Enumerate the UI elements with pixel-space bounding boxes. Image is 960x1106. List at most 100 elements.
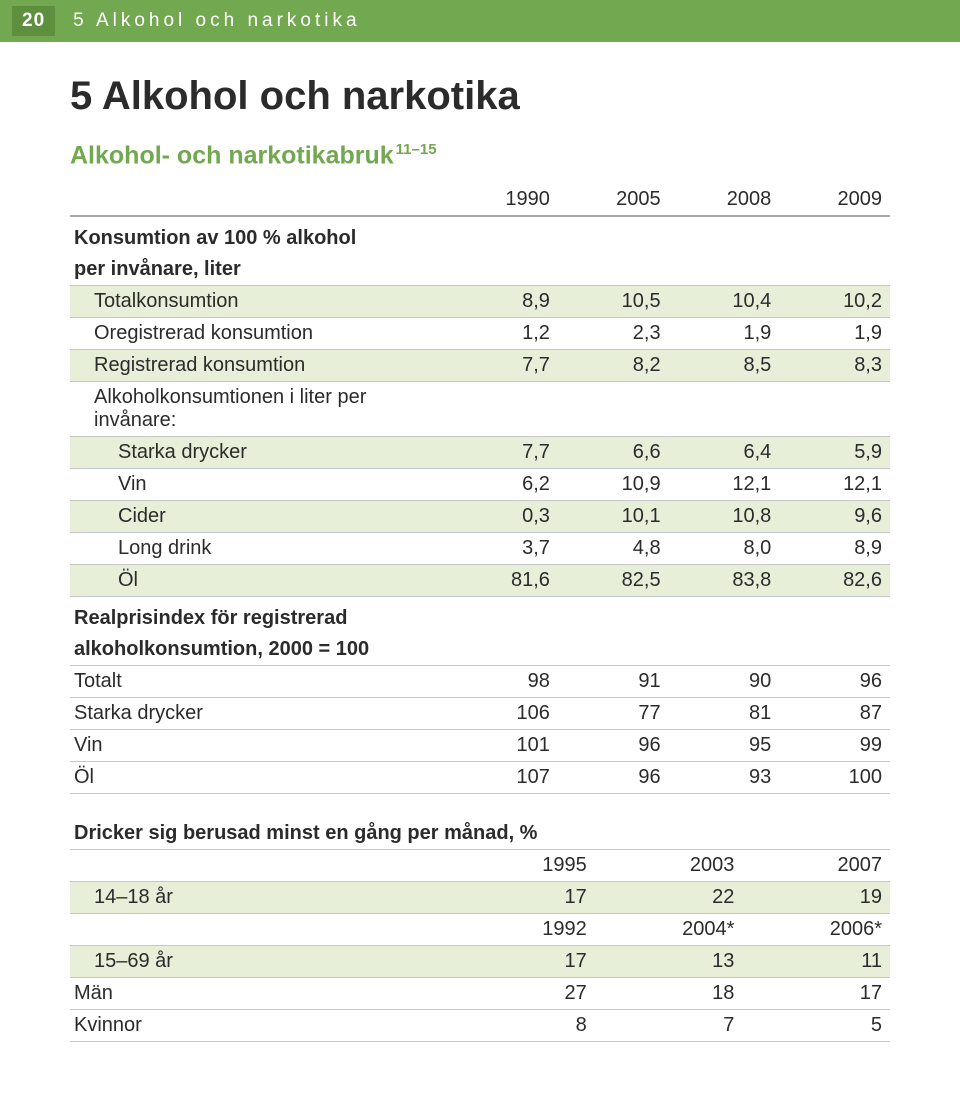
data-cell xyxy=(779,382,890,437)
year-row: 199520032007 xyxy=(70,850,890,882)
subtitle-superscript: 11–15 xyxy=(396,141,437,158)
row-label: Oregistrerad konsumtion xyxy=(70,318,447,350)
data-cell: 11 xyxy=(742,946,890,978)
data-cell: 96 xyxy=(558,730,669,762)
year-col: 2008 xyxy=(669,184,780,216)
row-label: Starka drycker xyxy=(70,437,447,469)
chapter-label: 5 Alkohol och narkotika xyxy=(73,10,360,32)
data-cell: 8,9 xyxy=(779,533,890,565)
data-cell: 8,9 xyxy=(447,286,558,318)
table-row: Starka drycker7,76,66,45,9 xyxy=(70,437,890,469)
row-label: Vin xyxy=(70,469,447,501)
data-cell: 12,1 xyxy=(779,469,890,501)
section-heading-cell: Dricker sig berusad minst en gång per må… xyxy=(70,818,890,850)
data-cell: 10,5 xyxy=(558,286,669,318)
page-number: 20 xyxy=(12,6,55,36)
data-cell: 95 xyxy=(669,730,780,762)
table-row: 14–18 år172219 xyxy=(70,882,890,914)
section-heading-row: per invånare, liter xyxy=(70,254,890,286)
data-cell: 6,6 xyxy=(558,437,669,469)
row-label: Vin xyxy=(70,730,447,762)
section-heading-cell: per invånare, liter xyxy=(70,254,890,286)
year-cell: 1992 xyxy=(447,914,595,946)
data-cell: 6,2 xyxy=(447,469,558,501)
table-row: Män271817 xyxy=(70,978,890,1010)
data-cell: 1,9 xyxy=(779,318,890,350)
year-cell: 2006* xyxy=(742,914,890,946)
empty-cell xyxy=(70,914,447,946)
data-cell: 10,4 xyxy=(669,286,780,318)
table-row: Long drink3,74,88,08,9 xyxy=(70,533,890,565)
row-label: Registrerad konsumtion xyxy=(70,350,447,382)
data-cell: 10,9 xyxy=(558,469,669,501)
data-cell: 8,0 xyxy=(669,533,780,565)
data-cell: 107 xyxy=(447,762,558,794)
page-title: 5 Alkohol och narkotika xyxy=(70,74,890,119)
data-cell: 9,6 xyxy=(779,501,890,533)
data-cell: 1,9 xyxy=(669,318,780,350)
data-cell: 96 xyxy=(558,762,669,794)
page-body: 5 Alkohol och narkotika Alkohol- och nar… xyxy=(0,74,960,1106)
row-label: 14–18 år xyxy=(70,882,447,914)
section-heading-row: Realprisindex för registrerad xyxy=(70,597,890,635)
data-cell: 5,9 xyxy=(779,437,890,469)
data-cell xyxy=(558,382,669,437)
row-label: Long drink xyxy=(70,533,447,565)
year-row: 19922004*2006* xyxy=(70,914,890,946)
data-cell: 8,3 xyxy=(779,350,890,382)
row-label: 15–69 år xyxy=(70,946,447,978)
data-cell: 98 xyxy=(447,666,558,698)
data-cell: 13 xyxy=(595,946,743,978)
data-cell: 5 xyxy=(742,1010,890,1042)
data-cell: 12,1 xyxy=(669,469,780,501)
data-cell: 19 xyxy=(742,882,890,914)
section-heading-row: Konsumtion av 100 % alkohol xyxy=(70,216,890,254)
data-cell: 22 xyxy=(595,882,743,914)
data-cell: 1,2 xyxy=(447,318,558,350)
table-row: Vin6,210,912,112,1 xyxy=(70,469,890,501)
table-header-row: 1990 2005 2008 2009 xyxy=(70,184,890,216)
year-col: 2005 xyxy=(558,184,669,216)
row-label: Öl xyxy=(70,762,447,794)
data-cell: 3,7 xyxy=(447,533,558,565)
year-cell: 1995 xyxy=(447,850,595,882)
year-col: 2009 xyxy=(779,184,890,216)
table-row: Alkoholkonsumtionen i liter per invånare… xyxy=(70,382,890,437)
section-heading-cell: Konsumtion av 100 % alkohol xyxy=(70,216,890,254)
year-cell: 2003 xyxy=(595,850,743,882)
data-cell: 17 xyxy=(447,882,595,914)
table-row: Totalkonsumtion8,910,510,410,2 xyxy=(70,286,890,318)
section-heading-cell: alkoholkonsumtion, 2000 = 100 xyxy=(70,634,890,666)
row-label: Cider xyxy=(70,501,447,533)
data-cell: 81 xyxy=(669,698,780,730)
table-row: Öl1079693100 xyxy=(70,762,890,794)
data-cell: 8,2 xyxy=(558,350,669,382)
table-row: Cider0,310,110,89,6 xyxy=(70,501,890,533)
data-cell: 17 xyxy=(447,946,595,978)
row-label: Män xyxy=(70,978,447,1010)
data-cell: 82,6 xyxy=(779,565,890,597)
year-col: 1990 xyxy=(447,184,558,216)
data-cell: 99 xyxy=(779,730,890,762)
table-row: Oregistrerad konsumtion1,22,31,91,9 xyxy=(70,318,890,350)
data-cell: 106 xyxy=(447,698,558,730)
data-cell: 2,3 xyxy=(558,318,669,350)
drinking-table: Dricker sig berusad minst en gång per må… xyxy=(70,818,890,1042)
data-cell: 10,2 xyxy=(779,286,890,318)
data-cell: 77 xyxy=(558,698,669,730)
data-cell: 8,5 xyxy=(669,350,780,382)
data-cell: 7,7 xyxy=(447,350,558,382)
subtitle-text: Alkohol- och narkotikabruk xyxy=(70,141,394,169)
section-heading-cell: Realprisindex för registrerad xyxy=(70,597,890,635)
table-row: Registrerad konsumtion7,78,28,58,3 xyxy=(70,350,890,382)
data-cell: 7,7 xyxy=(447,437,558,469)
row-label: Totalt xyxy=(70,666,447,698)
data-cell: 93 xyxy=(669,762,780,794)
row-label: Starka drycker xyxy=(70,698,447,730)
empty-cell xyxy=(70,850,447,882)
data-cell xyxy=(447,382,558,437)
data-cell: 27 xyxy=(447,978,595,1010)
data-cell: 18 xyxy=(595,978,743,1010)
section-heading-row: alkoholkonsumtion, 2000 = 100 xyxy=(70,634,890,666)
data-cell: 101 xyxy=(447,730,558,762)
